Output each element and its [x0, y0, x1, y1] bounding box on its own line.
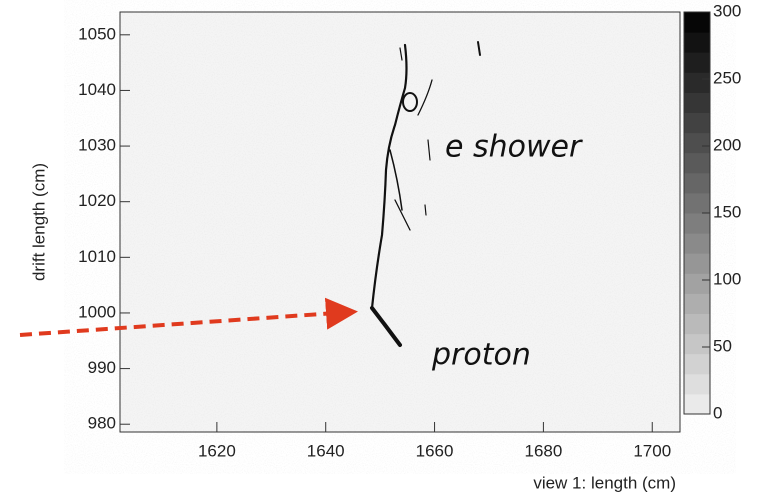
- colorbar-step: [684, 172, 710, 194]
- colorbar-step: [684, 152, 710, 174]
- colorbar-step: [684, 72, 710, 93]
- colorbar-step: [684, 293, 710, 314]
- y-tick-label: 1040: [78, 80, 116, 99]
- colorbar-tick-label: 50: [713, 336, 732, 355]
- colorbar-step: [684, 12, 710, 33]
- y-tick-label: 1020: [78, 191, 116, 210]
- colorbar-tick-label: 250: [713, 68, 741, 87]
- annotation: e shower: [445, 130, 583, 165]
- y-tick-label: 990: [88, 358, 116, 377]
- y-tick-label: 1010: [78, 247, 116, 266]
- colorbar-step: [684, 92, 710, 113]
- plot-frame: [119, 11, 681, 433]
- colorbar-tick-label: 200: [713, 135, 741, 154]
- x-tick-label: 1700: [633, 441, 671, 460]
- colorbar-step: [684, 253, 710, 274]
- x-tick-label: 1620: [198, 441, 236, 460]
- colorbar-tick-label: 300: [713, 1, 741, 20]
- colorbar-step: [684, 233, 710, 254]
- colorbar-step: [684, 112, 710, 134]
- colorbar-step: [684, 353, 710, 375]
- x-tick-label: 1680: [524, 441, 562, 460]
- colorbar-step: [684, 32, 710, 53]
- colorbar-step: [684, 52, 710, 73]
- colorbar-step: [684, 192, 710, 214]
- x-tick-label: 1640: [307, 441, 345, 460]
- colorbar-tick-label: 0: [713, 403, 722, 422]
- colorbar-step: [684, 132, 710, 154]
- colorbar-step: [684, 333, 710, 355]
- annotation: proton: [431, 338, 531, 373]
- y-tick-label: 1050: [78, 24, 116, 43]
- arrow: [19, 297, 358, 337]
- plot-noise: [120, 12, 680, 432]
- y-tick-label: 980: [88, 414, 116, 433]
- colorbar-tick-label: 100: [713, 269, 741, 288]
- track: [370, 41, 481, 347]
- colorbar-step: [684, 213, 710, 234]
- y-tick-label: 1000: [78, 302, 116, 321]
- x-tick-label: 1660: [416, 441, 454, 460]
- colorbar-step: [684, 313, 710, 335]
- x-axis-label: view 1: length (cm): [533, 473, 676, 492]
- colorbar-step: [684, 373, 710, 395]
- colorbar-tick-label: 150: [713, 202, 741, 221]
- colorbar-step: [684, 273, 710, 294]
- colorbar-step: [684, 393, 710, 415]
- y-axis-label: drift length (cm): [29, 163, 48, 281]
- y-tick-label: 1030: [78, 136, 116, 155]
